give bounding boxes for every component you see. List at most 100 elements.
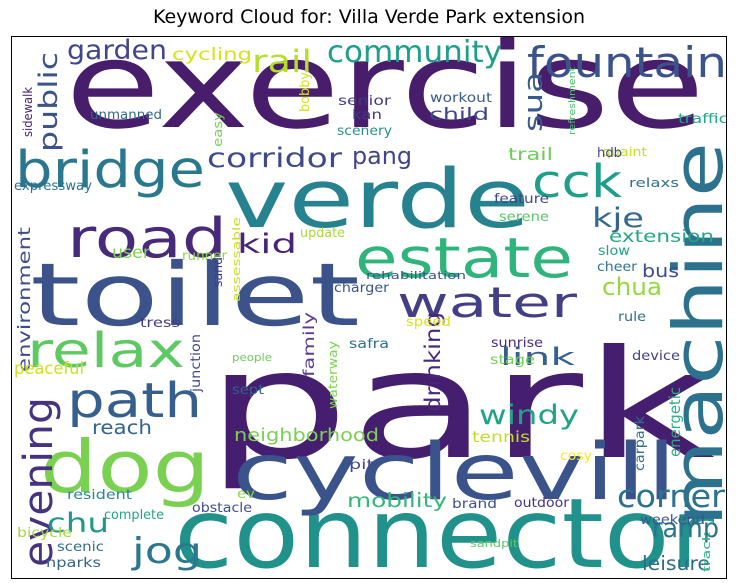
word-weekend: weekend — [640, 512, 705, 528]
word-verde: verde — [225, 153, 530, 247]
word-slow: slow — [598, 243, 630, 259]
word-chu: chu — [47, 508, 109, 539]
word-extension: extension — [609, 227, 714, 246]
word-relaxs: relaxs — [629, 176, 679, 190]
word-garden: garden — [67, 37, 167, 66]
word-scenic: scenic — [57, 539, 104, 555]
word-nparks: nparks — [46, 555, 101, 571]
word-traffic: traffic — [678, 111, 727, 127]
word-outdoor: outdoor — [514, 495, 569, 511]
word-leisure: leisure — [642, 552, 710, 575]
word-connector: connector — [174, 478, 715, 579]
word-evening: evening — [14, 397, 62, 567]
word-cosy: cosy — [560, 448, 592, 464]
word-child: child — [429, 105, 489, 124]
word-kid: kid — [237, 229, 297, 260]
word-path: path — [67, 373, 202, 429]
word-cloud-frame: park exercise connector toilet verde cyclevil… — [11, 36, 727, 579]
word-unmanned: unmanned — [90, 107, 162, 123]
word-expressway: expressway — [14, 178, 92, 194]
word-drinking: drinking — [421, 312, 445, 412]
word-pit: pit — [349, 457, 374, 473]
word-corner: corner — [617, 479, 725, 515]
word-sept: sept — [232, 382, 264, 398]
word-hdb: hdb — [597, 145, 622, 161]
word-fountain: fountain — [527, 38, 727, 87]
word-quaint: quaint — [602, 145, 647, 159]
word-sunrise: sunrise — [491, 335, 543, 351]
word-sua: sua — [519, 72, 549, 132]
word-cyclevill: cyclevill — [232, 428, 677, 518]
word-cheer: cheer — [597, 259, 637, 275]
word-stage: stage — [490, 352, 535, 368]
word-energetic: energetic — [666, 387, 684, 457]
word-people: people — [232, 352, 272, 364]
word-dog: dog — [40, 425, 210, 509]
word-public: public — [34, 52, 64, 152]
word-workout: workout — [430, 90, 492, 106]
word-safra: safra — [349, 336, 389, 352]
word-waterway: waterway — [326, 341, 340, 409]
word-ev: ev — [237, 486, 255, 502]
word-feature: feature — [494, 191, 549, 207]
word-sidewalk: sidewalk — [21, 87, 35, 137]
word-user: user — [112, 243, 150, 262]
word-windy: windy — [479, 400, 579, 431]
word-trail: trail — [508, 145, 553, 164]
word-neighborhood: neighborhood — [234, 425, 379, 446]
word-estate: estate — [355, 226, 573, 291]
word-charger: charger — [334, 280, 389, 296]
word-bus: bus — [642, 261, 679, 282]
word-mobility: mobility — [347, 489, 447, 512]
word-chua: chua — [602, 273, 662, 301]
word-rule: rule — [618, 309, 646, 325]
word-runner: runner — [182, 248, 227, 264]
word-speed: speed — [406, 314, 451, 330]
word-ramp: ramp — [652, 513, 719, 544]
word-bridge: bridge — [15, 141, 205, 200]
word-resident: resident — [67, 487, 132, 503]
word-machine: machine — [659, 142, 727, 527]
word-carpark: carpark — [632, 416, 648, 471]
word-device: device — [632, 348, 680, 364]
word-tress: tress — [140, 315, 180, 331]
word-junction: junction — [188, 334, 204, 393]
chart-title: Keyword Cloud for: Villa Verde Park exte… — [152, 6, 586, 28]
word-cycling: cycling — [172, 45, 252, 64]
word-reach: reach — [92, 416, 152, 439]
word-peaceful: peaceful — [14, 359, 84, 378]
word-bicycle: bicycle — [17, 525, 72, 541]
word-serene: serene — [499, 209, 549, 225]
word-sandpit: sandpit — [470, 538, 518, 550]
word-family: family — [300, 312, 318, 377]
word-environment: environment — [15, 226, 34, 372]
word-water: water — [397, 278, 578, 327]
word-rail: rail — [252, 44, 312, 80]
word-relax: relax — [27, 323, 185, 379]
word-brand: brand — [452, 496, 497, 512]
word-community: community — [327, 37, 502, 70]
word-obstacle: obstacle — [192, 500, 252, 516]
word-kje: kje — [592, 203, 644, 234]
word-exercise: exercise — [65, 37, 705, 156]
word-corridor: corridor — [207, 143, 343, 174]
word-track: track — [701, 531, 713, 572]
word-update: update — [300, 225, 345, 241]
word-sand: sand — [211, 257, 225, 287]
word-road: road — [67, 207, 227, 270]
word-link: link — [500, 343, 575, 371]
word-senior: senior — [338, 93, 392, 109]
word-toilet: toilet — [30, 244, 360, 346]
word-park: park — [205, 319, 715, 493]
word-jog: jog — [131, 531, 202, 572]
word-bobby: bobby — [297, 72, 313, 112]
word-assessable: assessable — [231, 217, 243, 302]
word-pang: pang — [352, 142, 412, 170]
word-refreshment: refreshment — [568, 66, 578, 135]
word-rehabilitation: rehabilitation — [366, 270, 466, 282]
word-complete: complete — [104, 507, 164, 523]
word-scenery: scenery — [337, 123, 392, 139]
word-tennis: tennis — [472, 428, 530, 446]
word-easy: easy — [211, 112, 225, 147]
